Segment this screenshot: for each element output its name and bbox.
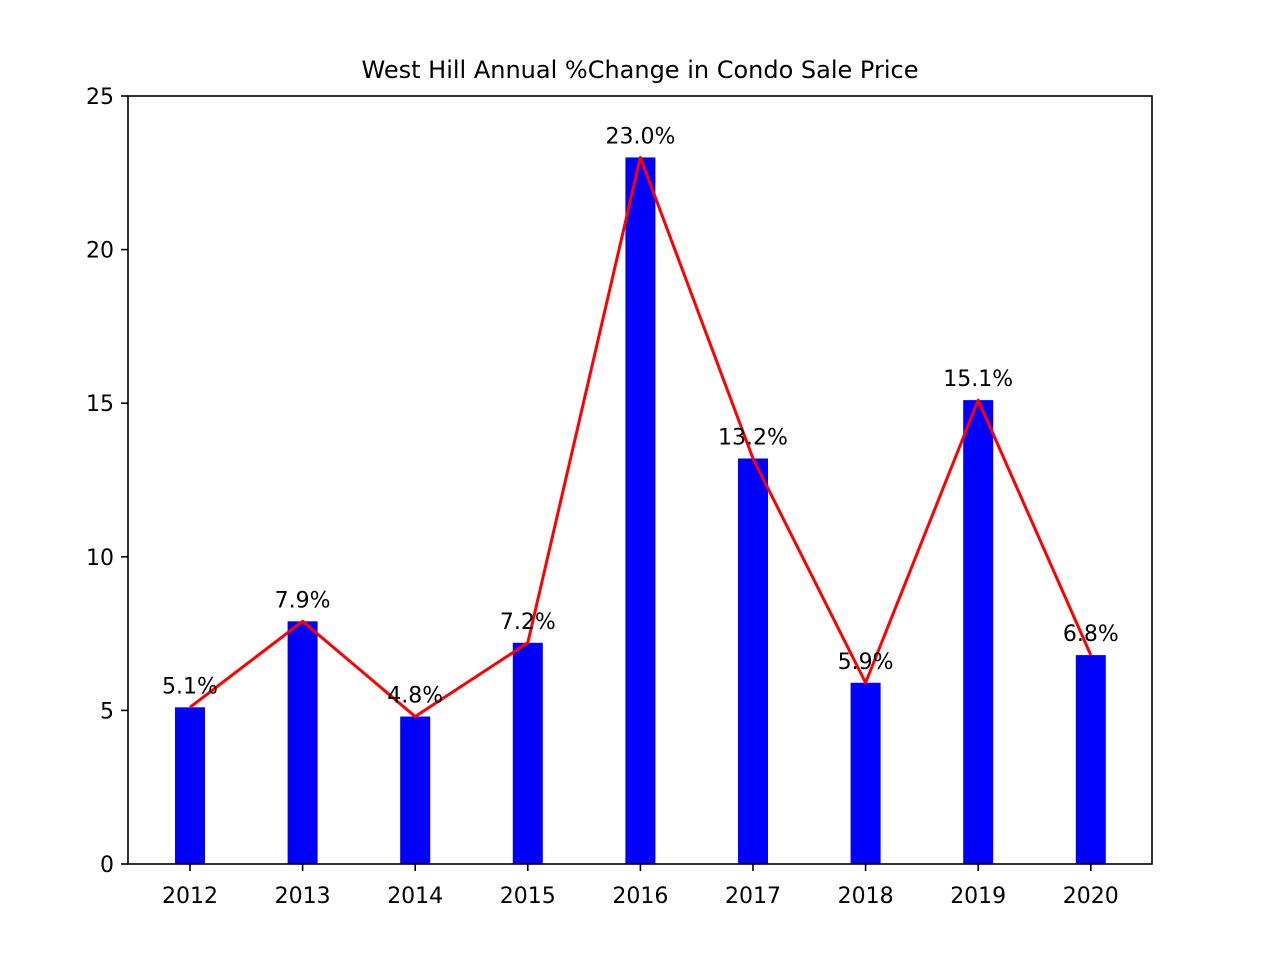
axes-layer: 0 5 10 15 20 25 2012 2013 2014 2015 2016 2017 2018 20… xyxy=(86,85,1153,909)
x-tick-label-2018: 2018 xyxy=(838,884,894,909)
bar-2017 xyxy=(738,458,768,864)
y-tick-label: 25 xyxy=(86,85,114,110)
y-tick-label: 15 xyxy=(86,392,114,417)
bar-2019 xyxy=(963,400,994,864)
data-label-2020: 6.8% xyxy=(1063,622,1119,647)
bar-2015 xyxy=(512,642,543,864)
bars-layer xyxy=(175,157,1106,864)
x-tick-label-2017: 2017 xyxy=(725,884,781,909)
x-tick-label-2012: 2012 xyxy=(162,884,218,909)
chart-title: West Hill Annual %Change in Condo Sale P… xyxy=(362,56,919,84)
x-tick-label-2020: 2020 xyxy=(1063,884,1119,909)
x-tick-label-2015: 2015 xyxy=(500,884,556,909)
y-tick-label: 5 xyxy=(100,699,114,724)
data-label-2016: 23.0% xyxy=(605,124,675,149)
x-tick-label-2013: 2013 xyxy=(275,884,331,909)
bar-2012 xyxy=(175,707,205,864)
y-tick-label: 20 xyxy=(86,239,114,264)
data-label-2014: 4.8% xyxy=(387,684,443,709)
line-layer xyxy=(189,155,1093,719)
bar-2016 xyxy=(625,157,656,864)
x-tick-label-2016: 2016 xyxy=(612,884,668,909)
x-tick-label-2019: 2019 xyxy=(950,884,1006,909)
bar-2020 xyxy=(1075,655,1106,864)
data-label-2017: 13.2% xyxy=(718,425,788,450)
bar-2013 xyxy=(287,621,318,864)
y-tick-label: 10 xyxy=(86,546,114,571)
x-tick-label-2014: 2014 xyxy=(387,884,443,909)
bar-2018 xyxy=(850,682,881,864)
data-label-2018: 5.9% xyxy=(838,650,894,675)
y-tick-label: 0 xyxy=(100,853,114,878)
bar-2014 xyxy=(400,716,431,864)
trend-line xyxy=(189,155,1093,719)
data-label-2015: 7.2% xyxy=(500,610,556,635)
data-label-2012: 5.1% xyxy=(162,674,218,699)
data-label-2013: 7.9% xyxy=(275,588,331,613)
data-labels-layer: 5.1% 7.9% 4.8% 7.2% 23.0% 13.2% 5.9% 15.1% 6.8% xyxy=(162,124,1119,708)
data-label-2019: 15.1% xyxy=(943,367,1013,392)
